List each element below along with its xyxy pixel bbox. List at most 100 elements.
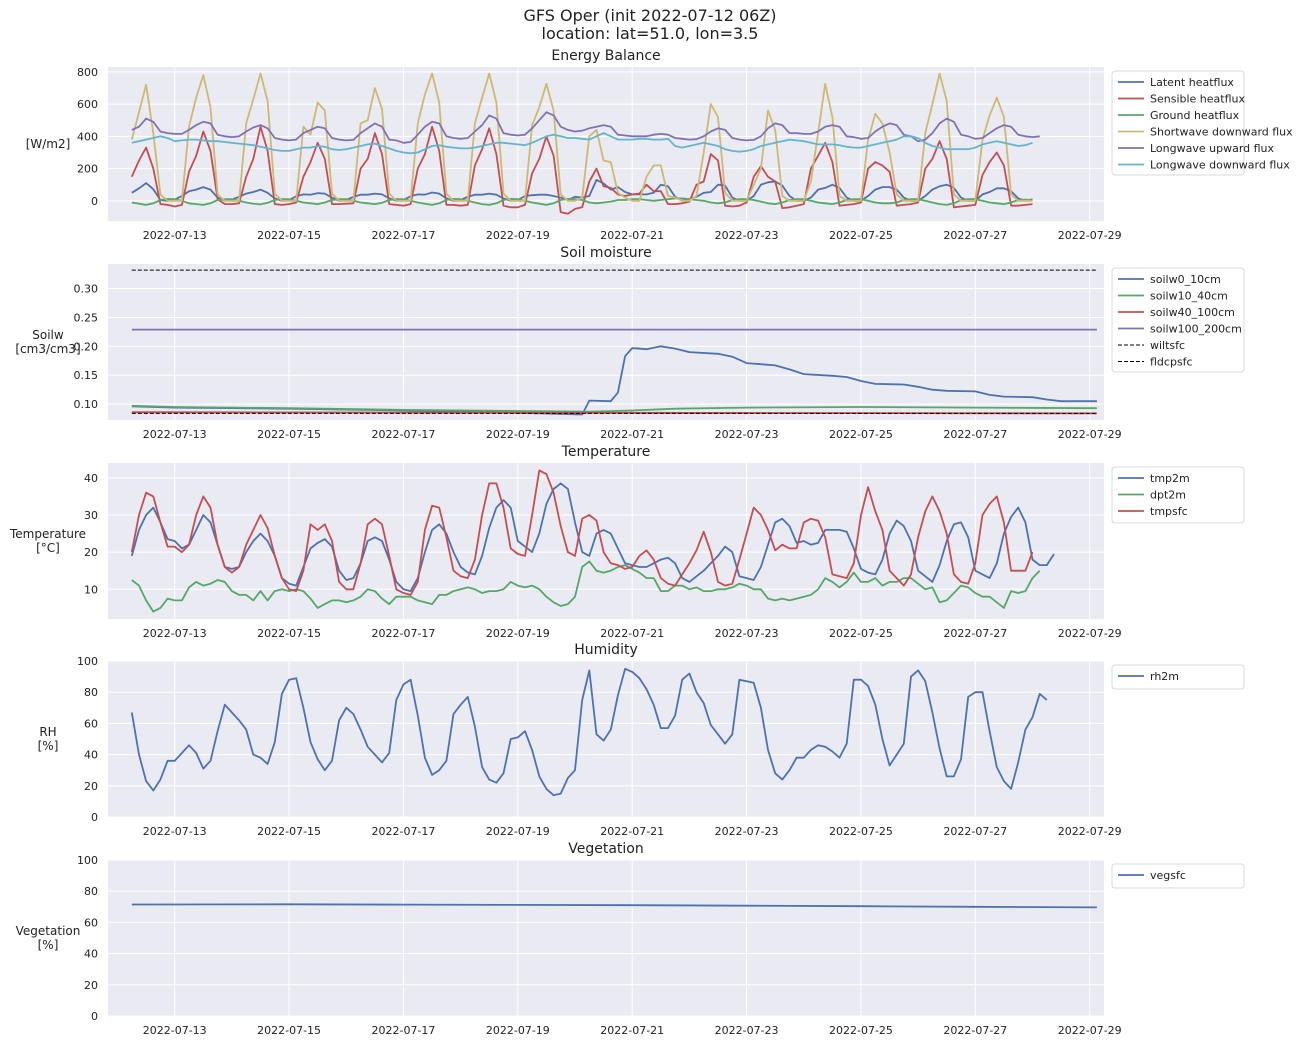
y-tick-label: 20 <box>84 979 98 992</box>
legend-label: tmpsfc <box>1150 505 1188 518</box>
plot-area <box>108 860 1104 1016</box>
x-tick-label: 2022-07-25 <box>829 229 893 242</box>
legend-label: soilw0_10cm <box>1150 273 1221 286</box>
x-tick-label: 2022-07-15 <box>257 825 321 838</box>
y-tick-label: 100 <box>77 854 98 867</box>
legend-label: Longwave downward flux <box>1150 159 1290 172</box>
y-axis-label: Soilw [cm3/cm3] <box>15 328 80 356</box>
chart-1: Soil moisture 0.10 0.15 0.20 0.25 0.30 2022-07… <box>15 245 1245 441</box>
y-tick-label: 0.15 <box>74 369 99 382</box>
y-tick-label: 40 <box>84 948 98 961</box>
y-tick-label: 0.20 <box>74 340 99 353</box>
x-tick-label: 2022-07-19 <box>486 825 550 838</box>
chart-title: Temperature <box>561 444 651 460</box>
legend-label: wiltsfc <box>1150 339 1185 352</box>
x-tick-label: 2022-07-23 <box>715 825 779 838</box>
legend: Latent heatflux Sensible heatflux Ground h… <box>1111 70 1293 176</box>
legend-box <box>1111 466 1245 524</box>
y-tick-label: 600 <box>77 98 98 111</box>
y-tick-label: 40 <box>84 749 98 762</box>
legend: rh2m <box>1111 664 1245 690</box>
x-tick-label: 2022-07-25 <box>829 825 893 838</box>
x-tick-label: 2022-07-27 <box>943 627 1007 640</box>
x-tick-label: 2022-07-17 <box>371 1024 435 1037</box>
legend: tmp2m dpt2m tmpsfc <box>1111 466 1245 524</box>
y-tick-label: 20 <box>84 546 98 559</box>
legend-label: vegsfc <box>1150 869 1186 882</box>
x-tick-label: 2022-07-27 <box>943 229 1007 242</box>
x-tick-label: 2022-07-29 <box>1058 229 1122 242</box>
legend-label: Shortwave downward flux <box>1150 126 1293 139</box>
series-line-soilw10-40cm <box>131 404 1097 413</box>
series-line-rh2m <box>130 667 1048 797</box>
legend-box <box>1111 70 1245 176</box>
x-tick-label: 2022-07-21 <box>600 627 664 640</box>
chart-2: Temperature 10 20 30 40 2022-07-13 2022-07-15 2… <box>9 444 1245 640</box>
legend-label: Latent heatflux <box>1150 76 1234 89</box>
x-tick-label: 2022-07-25 <box>829 1024 893 1037</box>
chart-4: Vegetation 0 20 40 60 80 100 2022-07-13 2022-07-… <box>16 841 1245 1037</box>
x-tick-label: 2022-07-19 <box>486 229 550 242</box>
y-tick-label: 800 <box>77 66 98 79</box>
x-tick-label: 2022-07-23 <box>715 229 779 242</box>
x-tick-label: 2022-07-23 <box>715 627 779 640</box>
y-tick-label: 0 <box>91 195 98 208</box>
x-tick-label: 2022-07-25 <box>829 428 893 441</box>
y-tick-label: 60 <box>84 717 98 730</box>
plot-area <box>108 661 1104 817</box>
legend-box <box>1111 664 1245 690</box>
legend-label: dpt2m <box>1150 489 1186 502</box>
series-line-shortwave-downward-flux <box>130 72 1033 202</box>
legend: vegsfc <box>1111 863 1245 889</box>
series-line-tmpsfc <box>130 469 1034 596</box>
chart-title: Energy Balance <box>551 48 660 64</box>
x-tick-label: 2022-07-29 <box>1058 1024 1122 1037</box>
x-tick-label: 2022-07-21 <box>600 825 664 838</box>
legend: soilw0_10cm soilw10_40cm soilw40_100cmsoil… <box>1111 267 1245 373</box>
x-tick-label: 2022-07-23 <box>715 428 779 441</box>
legend-box <box>1111 863 1245 889</box>
y-axis-label: Vegetation [%] <box>16 924 81 952</box>
x-tick-label: 2022-07-13 <box>143 1024 207 1037</box>
y-tick-label: 0.25 <box>74 311 99 324</box>
x-tick-label: 2022-07-29 <box>1058 825 1122 838</box>
x-tick-label: 2022-07-17 <box>371 229 435 242</box>
series-line-dpt2m <box>131 560 1041 613</box>
legend-box <box>1111 267 1245 373</box>
x-tick-label: 2022-07-21 <box>600 1024 664 1037</box>
x-tick-label: 2022-07-17 <box>371 627 435 640</box>
series-line-longwave-upward-flux <box>131 111 1040 144</box>
y-axis-label: RH [%] <box>38 725 59 753</box>
x-tick-label: 2022-07-17 <box>371 428 435 441</box>
legend-label: soilw40_100cm <box>1150 306 1235 319</box>
y-tick-label: 80 <box>84 686 98 699</box>
x-tick-label: 2022-07-13 <box>143 627 207 640</box>
x-tick-label: 2022-07-29 <box>1058 428 1122 441</box>
series-line-tmp2m <box>130 482 1055 592</box>
x-tick-label: 2022-07-29 <box>1058 627 1122 640</box>
legend-label: Longwave upward flux <box>1150 142 1275 155</box>
x-tick-label: 2022-07-15 <box>257 627 321 640</box>
legend-label: Sensible heatflux <box>1150 93 1246 106</box>
legend-label: tmp2m <box>1150 472 1190 485</box>
x-tick-label: 2022-07-19 <box>486 627 550 640</box>
series-line-longwave-downward-flux <box>131 132 1033 155</box>
legend-label: rh2m <box>1150 670 1179 683</box>
x-tick-label: 2022-07-13 <box>143 229 207 242</box>
x-tick-label: 2022-07-13 <box>143 825 207 838</box>
y-tick-label: 60 <box>84 916 98 929</box>
figure-title-line1: GFS Oper (init 2022-07-12 06Z) <box>523 6 777 25</box>
x-tick-label: 2022-07-27 <box>943 428 1007 441</box>
x-tick-label: 2022-07-21 <box>600 229 664 242</box>
y-tick-label: 80 <box>84 885 98 898</box>
y-axis-label: Temperature [°C] <box>9 527 86 555</box>
y-tick-label: 0.10 <box>74 398 99 411</box>
chart-title: Humidity <box>574 642 637 658</box>
plot-area <box>108 264 1104 420</box>
chart-title: Soil moisture <box>560 245 652 261</box>
x-tick-label: 2022-07-27 <box>943 825 1007 838</box>
y-tick-label: 10 <box>84 583 98 596</box>
y-tick-label: 0.30 <box>74 283 99 296</box>
series-line-ground-heatflux <box>131 197 1033 206</box>
